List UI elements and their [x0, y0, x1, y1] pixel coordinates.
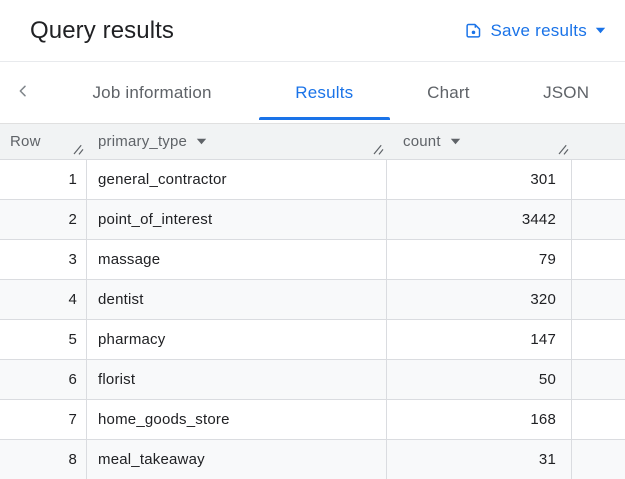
- filler-cell: [572, 200, 625, 239]
- row-number-cell: 7: [0, 400, 87, 439]
- tab-scroll-back-button[interactable]: [0, 62, 45, 123]
- tab-label: Results: [295, 82, 354, 102]
- row-number-cell: 1: [0, 160, 87, 199]
- tab-label: JSON: [543, 82, 590, 102]
- table-header-row: Row primary_type coun: [0, 124, 625, 160]
- count-cell: 50: [387, 360, 572, 399]
- primary-type-cell: meal_takeaway: [87, 440, 387, 479]
- save-results-label: Save results: [490, 20, 587, 40]
- tab-label: Job information: [92, 82, 212, 102]
- row-number-cell: 3: [0, 240, 87, 279]
- results-table: Row primary_type coun: [0, 124, 625, 479]
- count-cell: 168: [387, 400, 572, 439]
- column-header-primary-type: primary_type: [87, 124, 387, 159]
- column-header-row: Row: [0, 124, 87, 159]
- count-cell: 320: [387, 280, 572, 319]
- count-cell: 31: [387, 440, 572, 479]
- table-row: 4 dentist 320: [0, 280, 625, 320]
- column-header-filler: [572, 124, 625, 159]
- row-number-cell: 4: [0, 280, 87, 319]
- row-number-cell: 5: [0, 320, 87, 359]
- table-row: 7 home_goods_store 168: [0, 400, 625, 440]
- count-cell: 301: [387, 160, 572, 199]
- tab-json[interactable]: JSON: [507, 62, 625, 123]
- table-row: 8 meal_takeaway 31: [0, 440, 625, 479]
- table-row: 5 pharmacy 147: [0, 320, 625, 360]
- count-cell: 3442: [387, 200, 572, 239]
- table-row: 3 massage 79: [0, 240, 625, 280]
- primary-type-cell: massage: [87, 240, 387, 279]
- row-number-cell: 8: [0, 440, 87, 479]
- column-header-label: count: [403, 133, 441, 150]
- row-number-cell: 2: [0, 200, 87, 239]
- filler-cell: [572, 320, 625, 359]
- table-row: 1 general_contractor 301: [0, 160, 625, 200]
- chevron-left-icon: [15, 83, 31, 102]
- sort-menu-caret-icon[interactable]: [450, 138, 461, 145]
- filler-cell: [572, 280, 625, 319]
- table-row: 6 florist 50: [0, 360, 625, 400]
- column-resize-handle[interactable]: [372, 143, 385, 156]
- filler-cell: [572, 440, 625, 479]
- primary-type-cell: dentist: [87, 280, 387, 319]
- primary-type-cell: home_goods_store: [87, 400, 387, 439]
- chevron-down-icon: [595, 27, 606, 34]
- count-cell: 79: [387, 240, 572, 279]
- tab-chart[interactable]: Chart: [390, 62, 508, 123]
- column-header-label: Row: [10, 133, 41, 150]
- primary-type-cell: florist: [87, 360, 387, 399]
- column-header-label: primary_type: [98, 133, 188, 150]
- primary-type-cell: general_contractor: [87, 160, 387, 199]
- column-resize-handle[interactable]: [557, 143, 570, 156]
- tab-job-information[interactable]: Job information: [45, 62, 259, 123]
- column-resize-handle[interactable]: [72, 143, 85, 156]
- tab-label: Chart: [427, 82, 470, 102]
- filler-cell: [572, 360, 625, 399]
- table-row: 2 point_of_interest 3442: [0, 200, 625, 240]
- filler-cell: [572, 400, 625, 439]
- panel-header: Query results Save results: [0, 0, 625, 62]
- column-header-count: count: [387, 124, 572, 159]
- filler-cell: [572, 240, 625, 279]
- count-cell: 147: [387, 320, 572, 359]
- sort-menu-caret-icon[interactable]: [196, 138, 207, 145]
- active-tab-underline: [259, 117, 390, 120]
- tab-bar: Job information Results Chart JSON: [0, 62, 625, 124]
- tab-results[interactable]: Results: [259, 62, 390, 123]
- primary-type-cell: point_of_interest: [87, 200, 387, 239]
- filler-cell: [572, 160, 625, 199]
- page-title: Query results: [30, 16, 175, 44]
- save-results-button[interactable]: Save results: [463, 15, 608, 47]
- save-icon: [465, 22, 482, 39]
- primary-type-cell: pharmacy: [87, 320, 387, 359]
- row-number-cell: 6: [0, 360, 87, 399]
